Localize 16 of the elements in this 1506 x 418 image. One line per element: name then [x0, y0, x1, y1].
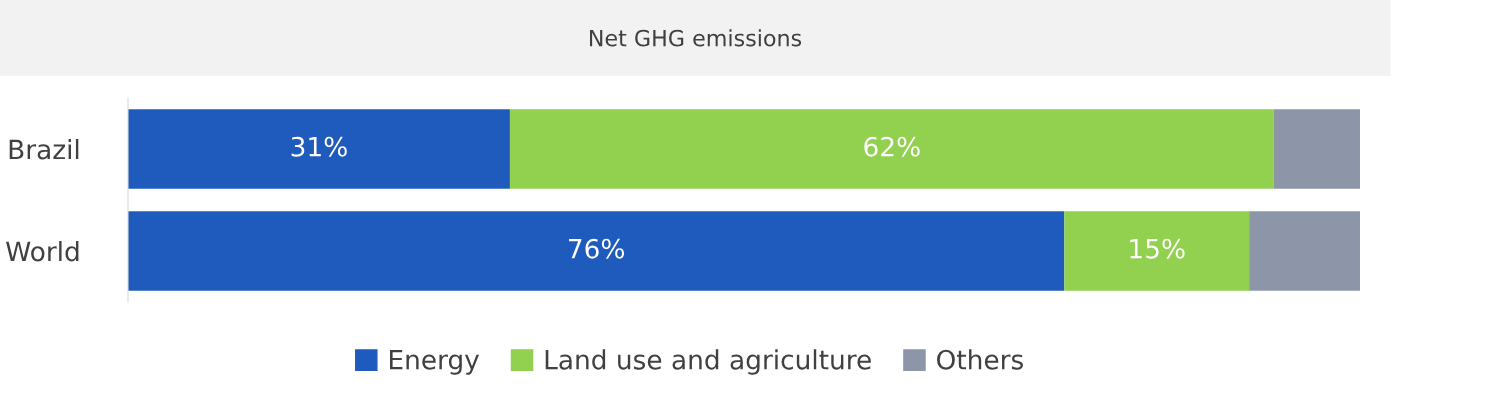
legend-label: Energy: [390, 350, 480, 375]
legend-label: Land use and agriculture: [545, 349, 871, 375]
bar: [128, 109, 510, 189]
data-label: 76%: [569, 238, 625, 259]
bar: [1249, 211, 1360, 291]
chart-title: Net GHG emissions: [590, 29, 802, 47]
bar: [509, 109, 1274, 189]
data-label: 31%: [291, 136, 347, 157]
bar: [128, 211, 1065, 291]
data-label: 15%: [1130, 238, 1185, 259]
data-label: 62%: [864, 136, 920, 157]
legend-label: Others: [937, 349, 1023, 370]
bar: [1273, 109, 1360, 189]
y-tick-label: Brazil: [9, 138, 79, 160]
bar: [1064, 211, 1250, 291]
y-tick-label: World: [6, 240, 79, 262]
